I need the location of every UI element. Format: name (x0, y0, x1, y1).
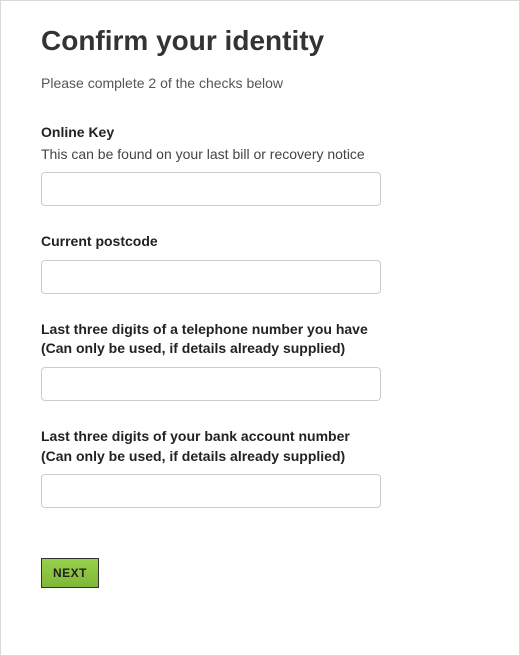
field-bank-digits: Last three digits of your bank account n… (41, 427, 479, 508)
online-key-label: Online Key (41, 123, 479, 143)
next-button[interactable]: NEXT (41, 558, 99, 588)
bank-digits-label: Last three digits of your bank account n… (41, 427, 479, 447)
bank-digits-sub: (Can only be used, if details already su… (41, 447, 479, 467)
phone-digits-label: Last three digits of a telephone number … (41, 320, 479, 340)
bank-digits-input[interactable] (41, 474, 381, 508)
instructions-text: Please complete 2 of the checks below (41, 75, 479, 91)
phone-digits-input[interactable] (41, 367, 381, 401)
field-online-key: Online Key This can be found on your las… (41, 123, 479, 206)
online-key-input[interactable] (41, 172, 381, 206)
postcode-label: Current postcode (41, 232, 479, 252)
page-title: Confirm your identity (41, 25, 479, 57)
online-key-help: This can be found on your last bill or r… (41, 145, 479, 165)
field-phone-digits: Last three digits of a telephone number … (41, 320, 479, 401)
postcode-input[interactable] (41, 260, 381, 294)
field-postcode: Current postcode (41, 232, 479, 294)
phone-digits-sub: (Can only be used, if details already su… (41, 339, 479, 359)
